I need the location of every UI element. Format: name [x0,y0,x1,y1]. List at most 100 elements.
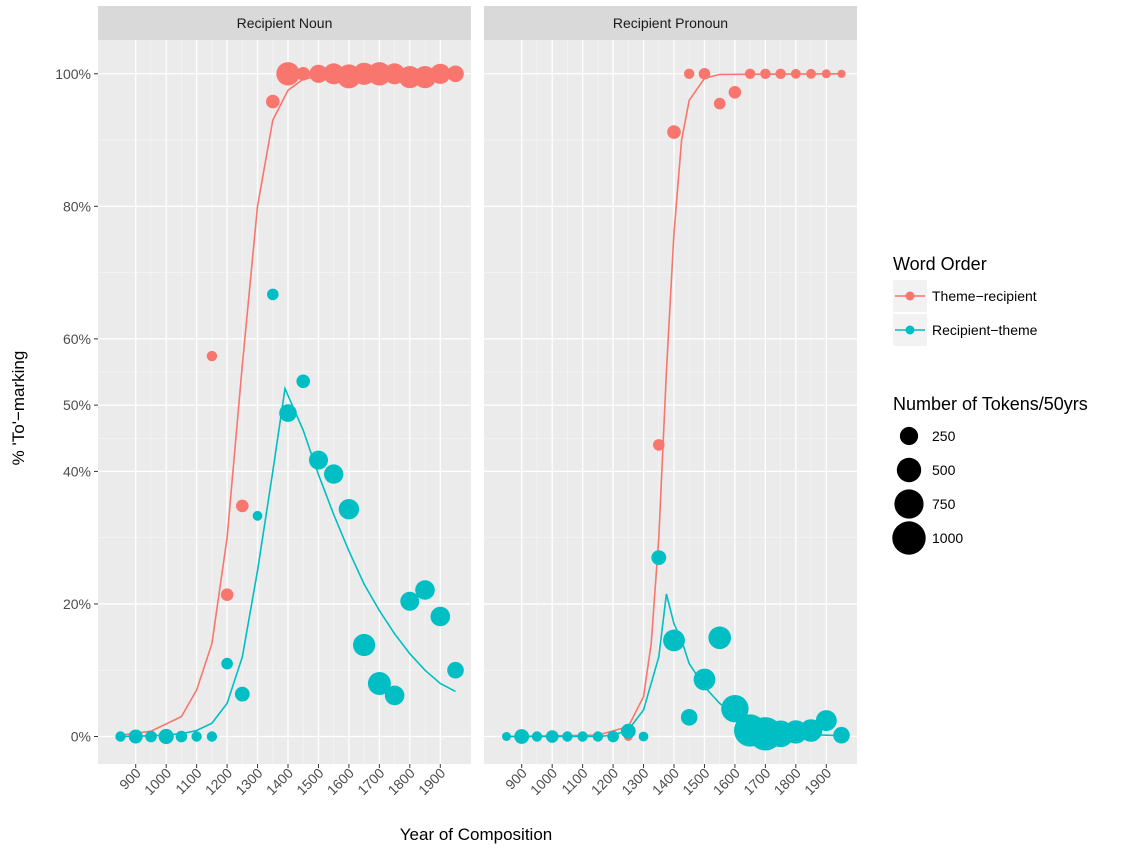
x-tick-label: 1100 [172,765,205,798]
y-tick-label: 80% [63,198,91,214]
data-point [684,68,695,80]
y-tick-label: 40% [63,463,91,479]
data-point [430,63,451,84]
facet-strip [98,6,471,40]
y-axis-title: % 'To'−marking [9,351,28,466]
legend-key-point [905,291,915,301]
data-point [175,730,188,743]
x-tick-label: 1500 [679,765,712,798]
data-point [398,66,421,89]
data-point [651,550,667,565]
y-tick-label: 100% [55,66,91,82]
panel-background [98,40,471,764]
x-tick-label: 1700 [740,765,773,798]
x-tick-label: 900 [116,765,144,793]
x-tick-label: 1900 [415,765,448,798]
data-point [693,668,716,691]
fit-line [120,385,456,738]
data-point [447,65,464,83]
legend-label: 1000 [932,530,963,546]
legend-label: Theme−recipient [932,288,1037,304]
legend: Word Order Theme−recipient Recipient−theme… [892,254,1088,555]
y-tick-label: 0% [71,729,91,745]
data-point [728,86,742,99]
data-point [206,731,218,742]
y-tick-label: 20% [63,596,91,612]
data-point [592,731,604,742]
data-point [267,288,279,301]
legend-size-key [892,521,926,555]
x-tick-label: 1000 [141,765,174,798]
data-point [296,374,311,389]
data-point [447,661,464,679]
legend-title-word-order: Word Order [893,254,987,274]
data-point [790,68,801,79]
x-tick-label: 1500 [293,765,326,798]
data-point [708,626,731,650]
data-point [415,580,435,600]
x-tick-label: 1600 [710,765,743,798]
data-point [721,695,749,723]
data-point [562,731,573,742]
data-point [276,62,300,86]
data-point [744,68,756,80]
data-point [324,464,344,484]
data-point [220,588,234,601]
data-point [806,68,816,79]
legend-label: Recipient−theme [932,322,1038,338]
data-point [638,731,649,742]
x-tick-label: 1900 [801,765,834,798]
x-tick-label: 1700 [354,765,387,798]
data-point [279,404,297,422]
data-point [367,672,391,695]
x-tick-label: 1300 [232,765,265,798]
x-tick-label: 1000 [527,765,560,798]
data-point [531,731,543,742]
data-point [698,68,711,80]
data-point [577,731,588,742]
x-tick-label: 1300 [618,765,651,798]
data-point [353,633,376,657]
data-point [367,62,392,86]
x-tick-label: 1200 [202,765,235,798]
x-axis-title: Year of Composition [400,825,552,844]
data-point [545,730,559,743]
data-point [760,68,771,80]
x-tick-label: 1200 [588,765,621,798]
data-point [206,350,218,362]
x-tick-label: 1800 [771,765,804,798]
data-point [837,69,846,78]
data-point [607,730,619,743]
data-point [667,125,681,139]
legend-label: 750 [932,496,956,512]
x-tick-label: 1600 [324,765,357,798]
facet-panel: Recipient Pronoun 90010001100120013001400… [484,6,857,798]
data-point [221,657,233,670]
data-point [338,499,360,520]
y-tick-label: 60% [63,331,91,347]
x-tick-label: 900 [502,765,530,793]
data-point [115,731,126,742]
legend-label: 250 [932,428,956,444]
legend-title-tokens: Number of Tokens/50yrs [893,394,1088,414]
data-point [145,730,157,743]
data-point [502,732,511,741]
data-point [158,728,174,745]
data-point [384,685,405,706]
data-point [266,94,280,109]
y-axis: 0% 20% 40% 50% 60% 80% 100% [55,66,98,745]
facet-strip-label: Recipient Noun [237,15,333,31]
data-point [799,719,823,742]
x-tick-label: 1800 [385,765,418,798]
data-point [128,729,143,744]
data-point [309,64,328,83]
data-point [252,510,263,521]
legend-key-point [905,325,915,335]
facet-panel: Recipient Noun 90010001100120013001400150… [98,6,471,798]
legend-size-key [894,489,924,519]
x-tick-label: 1400 [649,765,682,798]
data-point [833,726,850,744]
data-point [680,709,698,726]
data-point [713,97,726,110]
